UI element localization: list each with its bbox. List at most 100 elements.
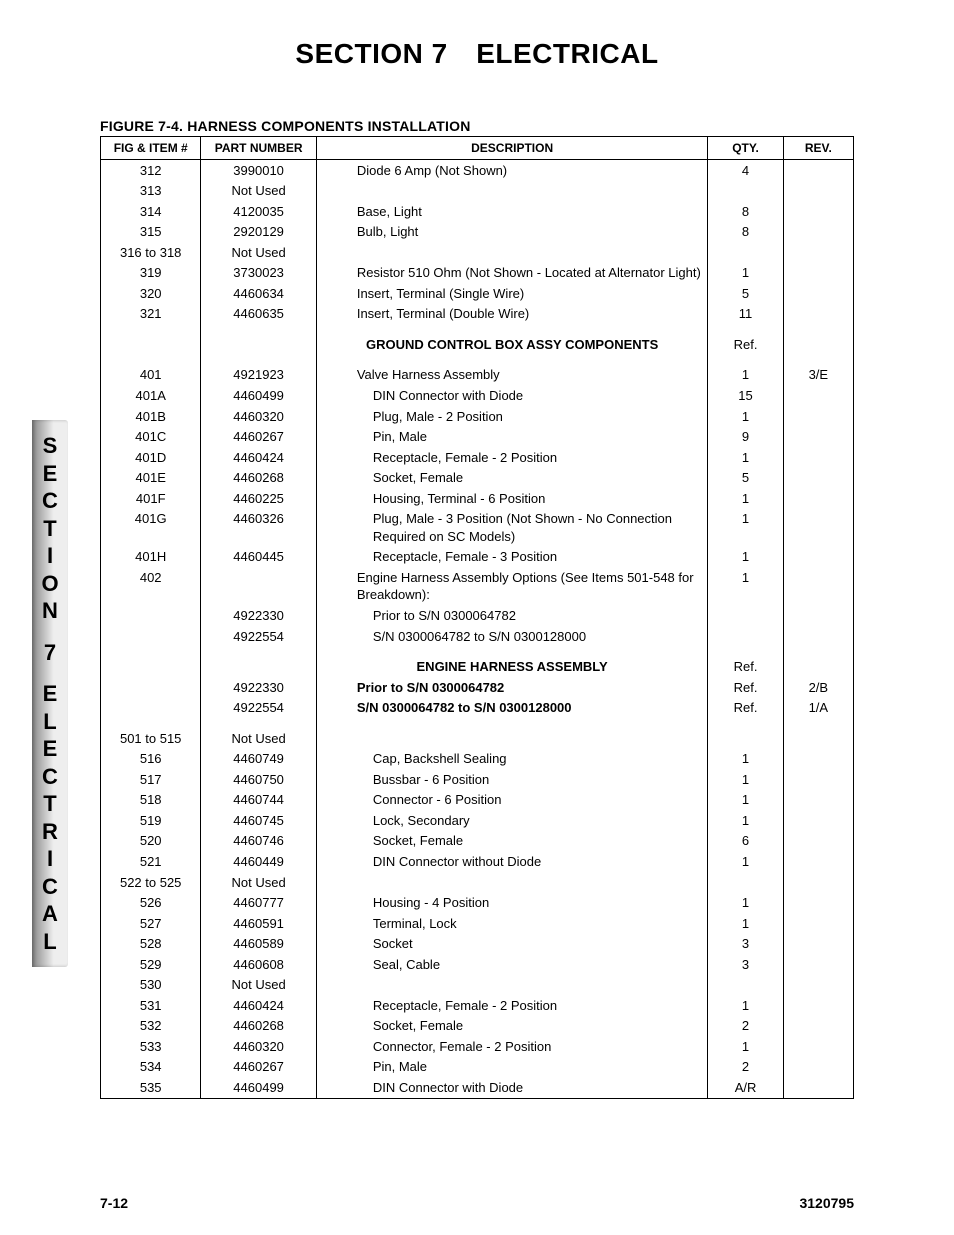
cell-fig: 402: [101, 567, 201, 605]
section-title: SECTION 7 ELECTRICAL: [0, 0, 954, 70]
cell-fig: 401H: [101, 547, 201, 568]
cell-qty: 4: [708, 160, 783, 181]
table-row: 5334460320Connector, Female - 2 Position…: [101, 1036, 854, 1057]
cell-part: 4460608: [201, 954, 316, 975]
cell-fig: 313: [101, 181, 201, 202]
cell-rev: [783, 242, 853, 263]
cell-desc: GROUND CONTROL BOX ASSY COMPONENTS: [316, 334, 708, 355]
cell-desc: Pin, Male: [316, 1057, 708, 1078]
table-row: 5324460268Socket, Female2: [101, 1016, 854, 1037]
cell-rev: 1/A: [783, 698, 853, 719]
cell-qty: 1: [708, 365, 783, 386]
cell-part: Not Used: [201, 975, 316, 996]
cell-fig: 401A: [101, 385, 201, 406]
cell-qty: 1: [708, 749, 783, 770]
cell-part: 4921923: [201, 365, 316, 386]
figure-caption: FIGURE 7-4. HARNESS COMPONENTS INSTALLAT…: [100, 118, 954, 134]
table-row: [101, 355, 854, 365]
cell-fig: 401C: [101, 427, 201, 448]
cell-rev: [783, 385, 853, 406]
cell-fig: 521: [101, 852, 201, 873]
cell-part: [201, 657, 316, 678]
cell-rev: [783, 1057, 853, 1078]
cell-rev: [783, 201, 853, 222]
cell-rev: [783, 468, 853, 489]
cell-part: 4460267: [201, 1057, 316, 1078]
cell-desc: S/N 0300064782 to S/N 0300128000: [316, 698, 708, 719]
table-row: 401D4460424Receptacle, Female - 2 Positi…: [101, 447, 854, 468]
table-row: 530Not Used: [101, 975, 854, 996]
cell-qty: [708, 242, 783, 263]
table-row: 4922330Prior to S/N 0300064782: [101, 605, 854, 626]
cell-qty: 5: [708, 283, 783, 304]
cell-rev: [783, 975, 853, 996]
cell-rev: [783, 810, 853, 831]
parts-table-wrap: FIG & ITEM # PART NUMBER DESCRIPTION QTY…: [100, 136, 854, 1099]
cell-qty: 2: [708, 1016, 783, 1037]
cell-part: 4460589: [201, 934, 316, 955]
cell-fig: 528: [101, 934, 201, 955]
cell-qty: 1: [708, 769, 783, 790]
cell-qty: 3: [708, 954, 783, 975]
cell-rev: [783, 995, 853, 1016]
cell-qty: 1: [708, 790, 783, 811]
side-tab-char: 7: [32, 639, 68, 667]
table-row: 5354460499DIN Connector with DiodeA/R: [101, 1078, 854, 1099]
cell-fig: 501 to 515: [101, 728, 201, 749]
cell-part: 4460424: [201, 447, 316, 468]
cell-rev: [783, 769, 853, 790]
cell-part: 4460744: [201, 790, 316, 811]
cell-fig: 516: [101, 749, 201, 770]
cell-part: 4460499: [201, 1078, 316, 1099]
cell-part: 4460746: [201, 831, 316, 852]
cell-qty: [708, 728, 783, 749]
cell-fig: 401: [101, 365, 201, 386]
table-row: 5174460750Bussbar - 6 Position1: [101, 769, 854, 790]
cell-rev: [783, 1016, 853, 1037]
cell-fig: 517: [101, 769, 201, 790]
side-tab-char: L: [32, 708, 68, 736]
table-row: 5284460589Socket3: [101, 934, 854, 955]
cell-desc: Receptacle, Female - 2 Position: [316, 447, 708, 468]
cell-desc: Socket, Female: [316, 468, 708, 489]
cell-qty: Ref.: [708, 334, 783, 355]
cell-fig: 535: [101, 1078, 201, 1099]
table-row: 401E4460268Socket, Female5: [101, 468, 854, 489]
table-row: ENGINE HARNESS ASSEMBLYRef.: [101, 657, 854, 678]
cell-qty: 6: [708, 831, 783, 852]
cell-desc: DIN Connector with Diode: [316, 1078, 708, 1099]
cell-fig: 401B: [101, 406, 201, 427]
cell-desc: Lock, Secondary: [316, 810, 708, 831]
cell-desc: Socket, Female: [316, 1016, 708, 1037]
cell-part: 4460268: [201, 468, 316, 489]
table-row: 401F4460225Housing, Terminal - 6 Positio…: [101, 488, 854, 509]
table-row: 5194460745Lock, Secondary1: [101, 810, 854, 831]
table-row: [101, 647, 854, 657]
cell-desc: Prior to S/N 0300064782: [316, 605, 708, 626]
cell-fig: 520: [101, 831, 201, 852]
cell-part: 2920129: [201, 222, 316, 243]
cell-rev: [783, 488, 853, 509]
cell-fig: 321: [101, 304, 201, 325]
side-tab-char: I: [32, 845, 68, 873]
cell-desc: Plug, Male - 3 Position (Not Shown - No …: [316, 509, 708, 547]
cell-fig: 319: [101, 263, 201, 284]
table-row: 401C4460267Pin, Male9: [101, 427, 854, 448]
table-row: 401G4460326Plug, Male - 3 Position (Not …: [101, 509, 854, 547]
cell-rev: [783, 852, 853, 873]
cell-part: 4460777: [201, 893, 316, 914]
cell-part: 4922330: [201, 677, 316, 698]
cell-fig: [101, 677, 201, 698]
cell-qty: [708, 975, 783, 996]
cell-qty: 1: [708, 567, 783, 605]
cell-fig: [101, 605, 201, 626]
cell-qty: 15: [708, 385, 783, 406]
cell-part: 4460267: [201, 427, 316, 448]
table-row: 4922330Prior to S/N 0300064782Ref.2/B: [101, 677, 854, 698]
cell-fig: 314: [101, 201, 201, 222]
cell-part: 4922554: [201, 698, 316, 719]
cell-rev: [783, 954, 853, 975]
cell-qty: Ref.: [708, 677, 783, 698]
cell-desc: Connector - 6 Position: [316, 790, 708, 811]
cell-rev: [783, 406, 853, 427]
